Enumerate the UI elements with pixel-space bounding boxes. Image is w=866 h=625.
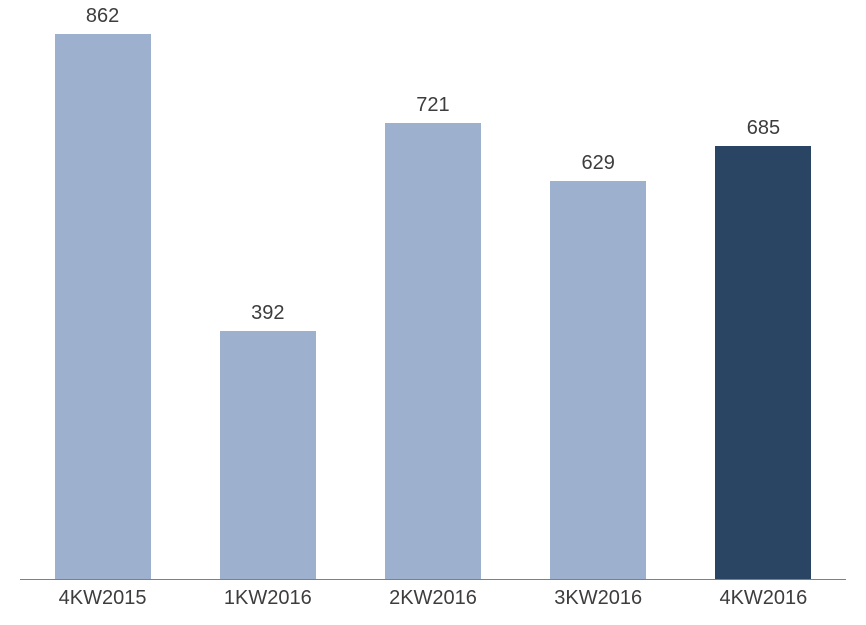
x-axis-label: 4KW2016: [719, 587, 807, 610]
bar: 392: [220, 331, 316, 579]
bar-value-label: 392: [251, 302, 284, 325]
x-axis-label: 1KW2016: [224, 587, 312, 610]
bar-value-label: 629: [582, 152, 615, 175]
bar: 629: [550, 181, 646, 579]
bar-value-label: 685: [747, 117, 780, 140]
x-axis-label: 4KW2015: [59, 587, 147, 610]
bar: 685: [715, 146, 811, 579]
bar: 721: [385, 123, 481, 579]
x-axis-label: 2KW2016: [389, 587, 477, 610]
bar-value-label: 721: [416, 94, 449, 117]
x-axis-label: 3KW2016: [554, 587, 642, 610]
bar-value-label: 862: [86, 5, 119, 28]
plot-area: 8624KW20153921KW20167212KW20166293KW2016…: [20, 10, 846, 580]
bar-chart: 862 4KW2015 392 1KW2016 721 2KW2016 629 3KW2016…: [0, 0, 866, 625]
bar: 862: [55, 34, 151, 579]
